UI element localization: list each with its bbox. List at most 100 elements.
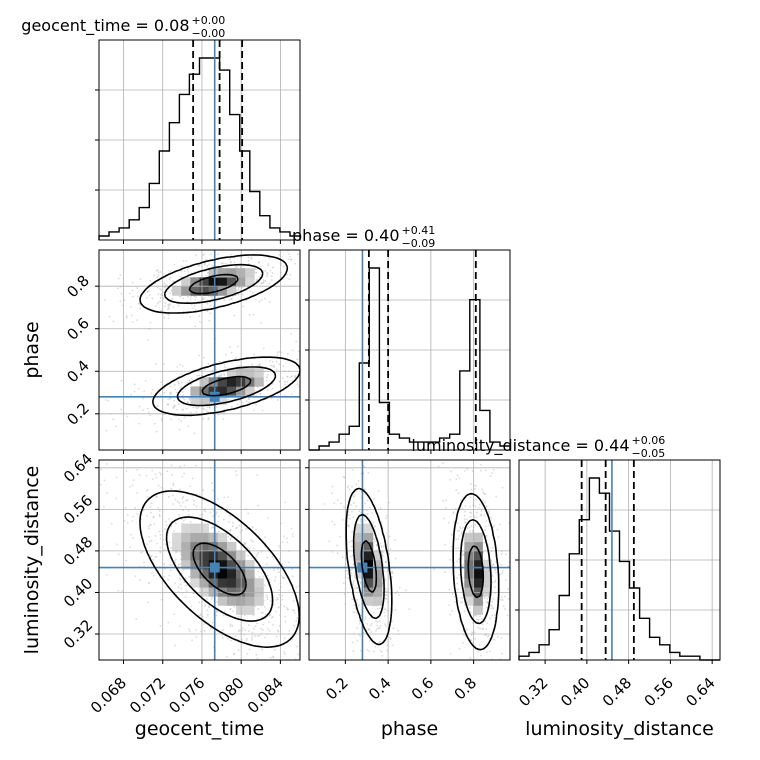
sample-point [198,354,200,357]
sample-point [229,624,232,627]
sample-point [173,399,176,402]
sample-point [445,507,448,509]
sample-point [250,637,253,639]
sample-point [209,253,212,255]
sample-point [223,496,226,499]
x-tick-label: 0.4 [365,674,395,704]
sample-point [475,618,478,621]
sample-point [492,597,494,600]
x-tick-label: 0.8 [451,674,481,704]
sample-point [180,381,183,384]
sample-point [392,627,395,630]
x-tick-label: 0.40 [557,674,593,710]
sample-point [125,559,127,562]
sample-point [236,266,239,269]
sample-point [277,563,280,566]
sample-point [281,541,284,543]
sample-point [343,506,345,509]
sample-point [501,572,504,575]
sample-point [287,561,290,564]
sample-point [251,540,254,543]
density-cell [199,541,209,552]
sample-point [129,485,131,488]
sample-point [244,629,247,631]
sample-point [281,575,283,577]
sample-point [119,274,122,276]
sample-point [385,594,388,596]
sample-point [157,506,160,509]
sample-point [247,624,250,626]
sample-point [386,649,389,652]
sample-point [264,636,266,639]
sample-point [458,534,461,537]
sample-point [389,638,392,640]
sample-point [469,505,471,508]
sample-point [256,474,259,476]
density-cell [226,277,237,287]
sample-point [444,571,446,574]
sample-point [148,290,150,293]
sample-point [206,406,209,409]
density-cell [354,550,365,561]
sample-point [255,404,258,407]
sample-point [262,611,264,614]
sample-point [464,470,466,472]
contour-level [345,487,500,651]
sample-point [273,364,275,367]
sample-point [203,629,206,632]
sample-point [237,649,240,652]
sample-point [278,594,280,596]
sample-point [363,465,366,468]
contour-level [139,490,300,648]
sample-point [381,654,384,657]
sample-point [112,418,115,421]
sample-point [149,506,152,508]
sample-point [462,563,465,566]
sample-point [284,615,286,618]
sample-point [166,403,169,406]
sample-point [237,288,240,291]
sample-point [408,608,411,611]
sample-point [261,409,264,412]
sample-point [231,525,234,528]
sample-point [203,253,206,256]
sample-point [167,621,170,624]
sample-point [357,604,360,607]
sample-point [475,614,478,617]
sample-point [217,515,220,518]
panel-phase-vs-luminosity_distance [305,459,511,664]
sample-point [484,634,486,636]
density-cell [245,386,255,396]
sample-point [264,613,267,616]
sample-point [351,530,354,533]
sample-point [281,563,283,566]
sample-point [494,579,497,582]
sample-point [204,604,207,607]
sample-point [291,609,294,612]
sample-point [258,301,261,303]
sample-point [164,520,167,523]
sample-point [459,526,461,529]
sample-point [458,647,461,650]
sample-point [205,409,208,412]
sample-point [150,511,152,514]
sample-point [125,315,128,318]
sample-point [376,624,379,627]
sample-point [260,627,262,630]
x-tick-label: 0.6 [408,674,438,704]
sample-point [174,561,177,564]
sample-point [242,627,244,629]
sample-point [237,364,240,367]
sample-point [156,405,159,407]
sample-point [265,563,268,566]
sample-point [120,379,123,382]
sample-point [349,555,352,558]
sample-point [203,408,206,411]
sample-point [159,300,162,302]
sample-point [182,519,185,522]
sample-point [369,624,372,627]
density-cell [354,541,365,552]
sample-point [293,624,296,627]
density-cell [236,578,246,588]
density-cell [199,578,209,588]
